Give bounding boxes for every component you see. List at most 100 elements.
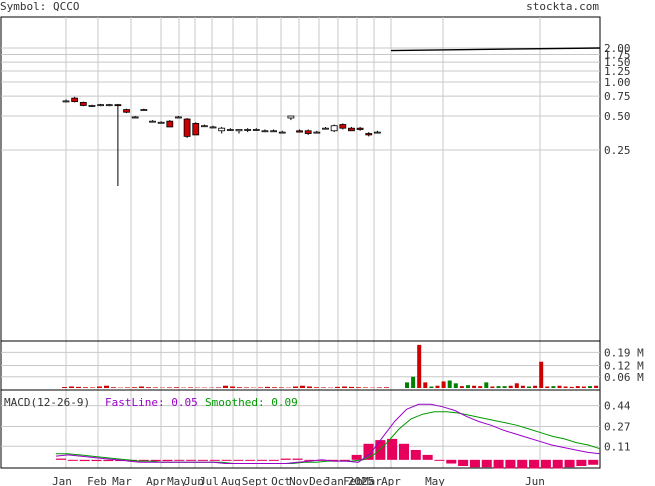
candle-body <box>261 130 269 133</box>
candle <box>131 116 139 119</box>
macd-title: MACD(12-26-9) <box>4 396 90 409</box>
macd-histogram-bar <box>517 459 528 469</box>
macd-histogram-bar <box>56 458 67 460</box>
volume-bar <box>569 386 574 388</box>
volume-bar <box>216 387 221 388</box>
volume-bar <box>581 386 586 388</box>
volume-bar <box>441 381 446 388</box>
volume-bar <box>539 361 544 388</box>
volume-bar <box>527 386 531 388</box>
candle <box>140 108 148 111</box>
candle <box>373 130 381 134</box>
macd-histogram-bar <box>469 459 480 468</box>
candle <box>296 129 303 133</box>
candle <box>252 128 260 131</box>
price-frame <box>0 16 601 342</box>
volume-bar <box>563 386 568 388</box>
price-tick-label: 1.00 <box>604 76 631 89</box>
candle <box>209 125 217 129</box>
volume-bar <box>258 387 263 388</box>
price-panel: 2.001.751.501.251.000.75 0.50 0.25 <box>0 16 631 468</box>
macd-histogram-bar <box>221 459 232 461</box>
candle <box>105 103 113 107</box>
volume-bar <box>533 385 538 388</box>
price-tick-label: 1.25 <box>604 65 631 78</box>
candle-body <box>192 122 200 136</box>
volume-bar <box>125 387 130 388</box>
volume-bar <box>411 376 416 388</box>
macd-histogram-bar <box>564 459 575 468</box>
candle-body <box>183 118 191 137</box>
macd-histogram-bar <box>67 459 78 461</box>
macd-histogram-bar <box>493 459 504 469</box>
candle <box>71 96 79 103</box>
macd-histogram-bar <box>197 459 208 461</box>
candle-body <box>175 116 182 119</box>
candle <box>322 126 329 130</box>
candle-body <box>373 131 381 134</box>
macd-histogram-bar <box>576 459 587 466</box>
x-tick-label: Jun <box>184 475 204 486</box>
macd-histogram-bar <box>339 459 350 461</box>
macd-histogram-bar <box>209 459 220 461</box>
x-tick-label: Sept <box>242 475 269 486</box>
candle <box>166 120 174 128</box>
candle <box>348 126 355 132</box>
volume-bar <box>139 386 144 388</box>
volume-bar <box>557 385 562 388</box>
candle <box>330 124 338 133</box>
price-tick-label: 1.50 <box>604 56 631 69</box>
candle-body <box>313 131 321 134</box>
fastline-label: FastLine: 0.05 <box>105 396 198 409</box>
candle-body <box>270 130 278 133</box>
x-tick-label: Oct <box>271 475 291 486</box>
volume-tick-label: 0.12 M <box>604 360 644 373</box>
macd-histogram-bar <box>387 438 398 460</box>
volume-bar <box>490 386 495 388</box>
candle-body <box>296 130 303 133</box>
volume-bar <box>520 385 525 388</box>
volume-bar <box>429 386 434 388</box>
macd-histogram-bar <box>245 459 256 461</box>
candle <box>339 123 347 130</box>
volume-bar <box>417 344 422 388</box>
candle-body <box>226 129 234 131</box>
candle <box>157 121 165 124</box>
macd-tick-label: 0.11 <box>604 440 631 453</box>
macd-histogram-bar <box>268 459 279 461</box>
volume-tick-label: 0.06 M <box>604 371 644 384</box>
macd-histogram-bar <box>292 458 303 460</box>
volume-bar <box>244 387 249 388</box>
macd-frame <box>0 389 601 469</box>
volume-panel: 0.19 M0.12 M0.06 M <box>0 340 644 391</box>
candle-body <box>235 129 243 132</box>
candle-body <box>88 105 96 107</box>
volume-bar <box>423 382 428 388</box>
candle <box>149 120 156 123</box>
macd-tick-label: 0.44 <box>604 400 631 413</box>
candle-body <box>79 101 87 106</box>
candle <box>200 124 208 128</box>
volume-bar <box>132 387 137 388</box>
volume-tick-label: 0.19 M <box>604 346 644 359</box>
price-tick-label: 0.25 <box>604 144 631 157</box>
candle <box>218 126 226 134</box>
volume-bar <box>447 380 452 388</box>
candle-body <box>71 97 79 103</box>
macd-tick-label: 0.27 <box>604 421 631 434</box>
x-tick-label: Jul <box>199 475 219 486</box>
smoothed-label: Smoothed: 0.09 <box>205 396 298 409</box>
volume-bar <box>265 386 270 388</box>
volume-bar <box>377 387 382 388</box>
x-tick-label: Apr <box>381 475 401 486</box>
volume-bar <box>508 385 513 388</box>
macd-histogram-bar <box>233 459 244 461</box>
volume-bar <box>484 382 489 388</box>
site-label: stockta.com <box>526 0 599 13</box>
volume-bar <box>83 387 88 388</box>
candle-body <box>105 104 113 107</box>
macd-histogram-bar <box>375 440 386 460</box>
macd-histogram-bar <box>363 443 374 460</box>
